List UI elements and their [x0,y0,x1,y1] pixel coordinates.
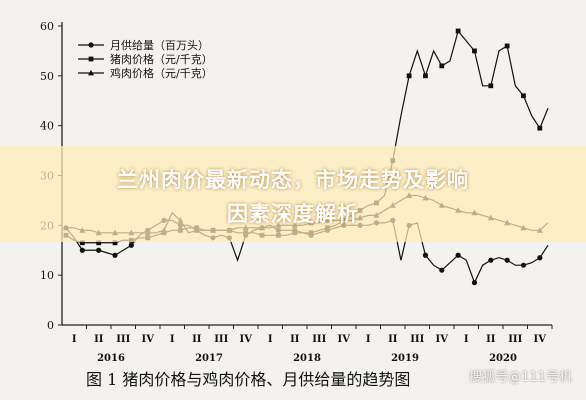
data-point [537,125,543,131]
year-label: 2017 [195,353,223,364]
data-point [520,262,527,268]
quarter-label: II [192,334,202,345]
quarter-label: III [410,334,424,345]
quarter-label: IV [534,334,547,345]
legend-marker [88,56,94,62]
watermark: 搜狐号@111号机 [469,370,572,385]
data-point [79,240,85,246]
quarter-label: II [388,334,398,345]
y-tick-label: 10 [40,269,54,282]
year-label: 2020 [489,353,517,364]
y-tick-label: 50 [40,70,54,83]
data-point [488,83,494,89]
quarter-label: II [290,334,300,345]
data-point [128,242,134,248]
data-point [455,252,461,258]
data-point [423,73,428,79]
quarter-label: II [486,334,496,345]
quarter-label: I [72,334,77,345]
data-point [439,63,445,69]
data-point [439,267,445,273]
year-label: 2016 [97,353,125,364]
y-tick-label: 60 [40,20,54,33]
data-point [96,240,102,246]
quarter-label: I [366,334,371,345]
quarter-label: IV [436,334,449,345]
data-point [455,28,461,34]
quarter-label: I [268,334,273,345]
headline-line-1: 兰州肉价最新动态，市场走势及影响 [117,168,469,192]
quarter-label: III [312,334,326,345]
data-point [96,247,102,253]
data-point [112,240,118,246]
figure-caption: 图 1 猪肉价格与鸡肉价格、月供给量的趋势图 [86,370,411,389]
legend-label: 猪肉价格（元/千克） [110,52,213,66]
quarter-label: IV [338,334,351,345]
headline-banner: 兰州肉价最新动态，市场走势及影响 因素深度解析 [0,146,586,242]
quarter-label: III [116,334,130,345]
quarter-label: IV [240,334,253,345]
data-point [537,255,543,261]
quarter-label: IV [142,334,155,345]
headline-line-2: 因素深度解析 [227,202,359,226]
data-point [504,43,510,49]
quarter-label: II [94,334,104,345]
year-label: 2018 [293,353,321,364]
quarter-label: III [214,334,228,345]
quarter-label: I [464,334,469,345]
legend-marker [88,69,94,76]
data-point [406,73,412,79]
data-point [79,247,85,253]
data-point [472,48,477,54]
year-label: 2019 [391,353,419,364]
legend-label: 月供给量（百万头） [110,38,209,52]
quarter-label: I [170,334,175,345]
data-point [422,252,429,258]
legend-label: 鸡肉价格（元/千克） [110,66,213,80]
legend-marker [88,42,94,48]
y-tick-label: 40 [40,120,54,133]
quarter-label: III [508,334,522,345]
data-point [471,280,478,286]
y-tick-label: 0 [47,319,54,332]
data-point [112,252,118,258]
data-point [504,257,510,263]
data-point [521,93,526,99]
data-point [488,257,494,263]
